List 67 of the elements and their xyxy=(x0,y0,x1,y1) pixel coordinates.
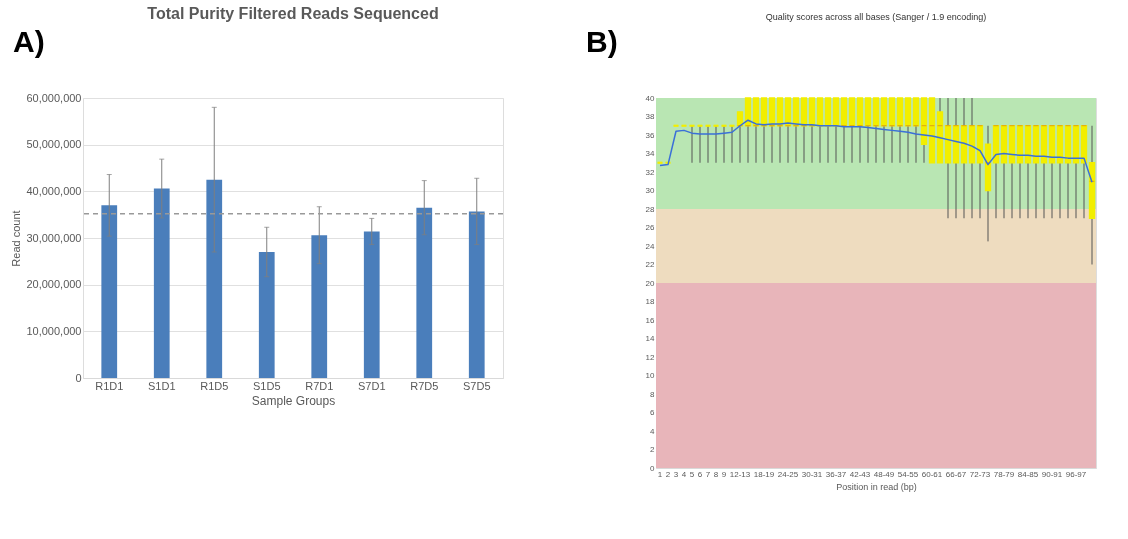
y-tick-label: 38 xyxy=(645,112,656,121)
y-tick-label: 10 xyxy=(645,371,656,380)
y-tick-label: 6 xyxy=(650,408,656,417)
x-tick-label: 60-61 xyxy=(921,469,943,479)
x-tick-label: 96-97 xyxy=(1065,469,1087,479)
x-tick-label: 9 xyxy=(721,469,727,479)
y-tick-label: 4 xyxy=(650,426,656,436)
y-tick-label: 18 xyxy=(645,297,656,306)
x-tick-label: 54-55 xyxy=(897,469,919,479)
x-tick-label: 1 xyxy=(657,469,663,479)
x-tick-label: 18-19 xyxy=(753,469,775,479)
y-tick-label: 16 xyxy=(645,315,656,325)
x-tick-label: 48-49 xyxy=(873,469,895,479)
y-tick-label: 40 xyxy=(645,93,656,103)
y-tick-label: 36 xyxy=(645,130,656,140)
y-tick-label: 50,000,000 xyxy=(26,138,82,151)
y-tick-label: 20 xyxy=(645,278,656,288)
x-tick-label: 84-85 xyxy=(1017,469,1039,479)
x-tick-label: 72-73 xyxy=(969,469,991,479)
y-axis-title: Read count xyxy=(10,210,23,267)
y-tick-label: 60,000,000 xyxy=(26,91,82,104)
x-tick-label: 36-37 xyxy=(825,469,847,479)
y-tick-label: 8 xyxy=(650,389,656,399)
x-tick-label: R1D1 xyxy=(95,379,124,392)
chart-title: Total Purity Filtered Reads Sequenced xyxy=(147,5,439,22)
chart-title: Quality scores across all bases (Sanger / 1.9 encoding) xyxy=(765,12,987,22)
x-tick-label: 66-67 xyxy=(945,469,967,479)
x-tick-label: 30-31 xyxy=(801,469,823,479)
x-tick-label: 24-25 xyxy=(777,469,799,479)
y-tick-label: 0 xyxy=(650,463,656,473)
x-tick-label: 7 xyxy=(705,469,711,479)
y-tick-label: 30 xyxy=(645,186,656,195)
x-tick-label: S7D5 xyxy=(462,379,491,392)
x-tick-label: 6 xyxy=(697,469,703,479)
text: B) xyxy=(586,25,618,58)
x-tick-label: R7D1 xyxy=(305,379,334,392)
y-tick-label: 0 xyxy=(75,371,82,384)
y-tick-label: 12 xyxy=(645,352,656,362)
x-tick-label: 90-91 xyxy=(1041,469,1063,479)
y-tick-label: 22 xyxy=(645,260,656,269)
x-tick-label: S1D5 xyxy=(252,379,281,392)
x-tick-label: 42-43 xyxy=(849,469,871,479)
x-tick-label: 2 xyxy=(665,469,671,479)
x-tick-label: 78-79 xyxy=(993,469,1015,479)
x-tick-label: R7D5 xyxy=(410,379,439,392)
y-tick-label: 14 xyxy=(645,334,656,343)
y-tick-label: 10,000,000 xyxy=(26,324,82,337)
y-tick-label: 30,000,000 xyxy=(26,231,82,244)
y-tick-label: 32 xyxy=(645,167,656,177)
y-tick-label: 26 xyxy=(645,223,656,232)
x-tick-label: R1D5 xyxy=(200,379,229,392)
x-tick-label: S1D1 xyxy=(147,379,176,392)
x-axis-title: Sample Groups xyxy=(251,393,336,408)
text: A) xyxy=(13,25,45,58)
x-tick-label: 4 xyxy=(681,469,687,479)
x-tick-label: 5 xyxy=(689,469,695,479)
y-tick-label: 34 xyxy=(645,149,656,158)
x-axis-title: Position in read (bp) xyxy=(836,481,917,492)
y-tick-label: 2 xyxy=(650,445,656,454)
y-tick-label: 20,000,000 xyxy=(26,278,82,291)
x-tick-label: 3 xyxy=(673,469,679,479)
y-tick-label: 28 xyxy=(645,204,656,214)
x-tick-label: 8 xyxy=(713,469,719,479)
y-tick-label: 40,000,000 xyxy=(26,184,82,197)
x-tick-label: 12-13 xyxy=(729,469,751,479)
y-tick-label: 24 xyxy=(645,241,656,251)
x-tick-label: S7D1 xyxy=(357,379,386,392)
